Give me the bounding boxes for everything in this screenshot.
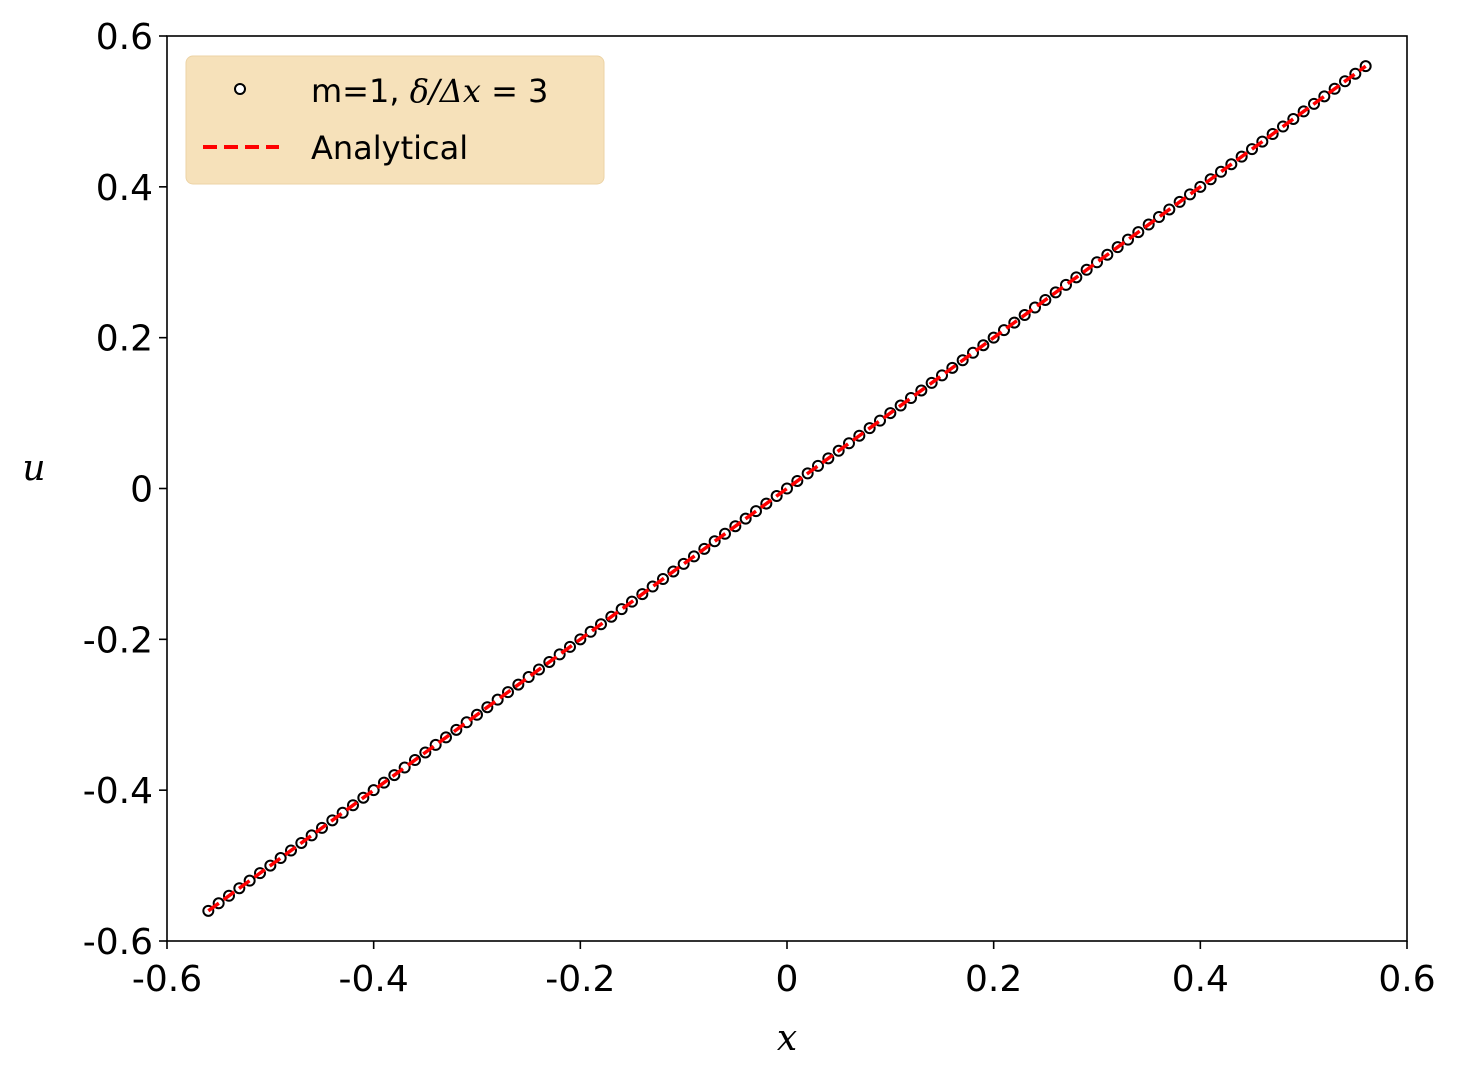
legend-label-simulation-suffix: = 3 [481, 72, 549, 110]
y-axis-label: u [22, 448, 45, 489]
y-tick-label: -0.2 [83, 620, 153, 661]
legend-label-simulation-math: δ/Δx [410, 72, 481, 110]
y-tick-label: 0 [130, 470, 153, 511]
x-tick-label: 0.6 [1378, 959, 1435, 1000]
y-tick-label: 0.6 [96, 17, 153, 58]
legend-box [185, 55, 605, 185]
x-tick-label: -0.4 [339, 959, 409, 1000]
legend-marker-simulation [234, 83, 246, 95]
x-tick-label: 0.4 [1172, 959, 1229, 1000]
legend-label-analytical: Analytical [311, 129, 468, 167]
analytical-line [207, 64, 1367, 913]
x-tick-label: 0 [776, 959, 799, 1000]
legend-label-simulation: m=1, δ/Δx = 3 [311, 72, 548, 110]
legend-label-simulation-prefix: m=1, [311, 72, 410, 110]
x-tick-label: 0.2 [965, 959, 1022, 1000]
series-layer [202, 60, 1372, 917]
y-tick-label: 0.2 [96, 319, 153, 360]
y-tick-label: 0.4 [96, 168, 153, 209]
legend: m=1, δ/Δx = 3 Analytical [185, 55, 605, 185]
x-tick-label: -0.2 [545, 959, 615, 1000]
x-axis-label: x [777, 1018, 797, 1059]
y-tick-label: -0.4 [83, 771, 153, 812]
x-axis-ticks: -0.6 -0.4 -0.2 0 0.2 0.4 0.6 [132, 941, 1436, 1000]
y-axis-ticks: -0.6 -0.4 -0.2 0 0.2 0.4 0.6 [83, 17, 167, 963]
x-tick-label: -0.6 [132, 959, 202, 1000]
plot-frame [166, 35, 1408, 942]
y-tick-label: -0.6 [83, 922, 153, 963]
